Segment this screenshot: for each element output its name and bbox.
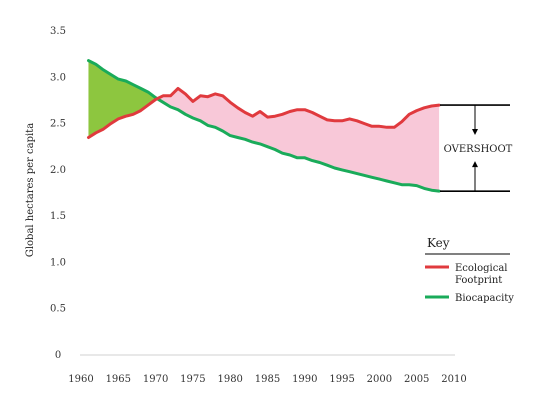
y-tick-label: 3.0	[50, 72, 66, 83]
y-tick-label: 0	[55, 350, 61, 361]
series-lines	[87, 59, 441, 193]
x-tick-label: 1985	[255, 374, 280, 385]
ecological-footprint-line	[87, 86, 441, 139]
x-tick-label: 1975	[180, 374, 205, 385]
x-tick-label: 1980	[217, 374, 242, 385]
x-tick-label: 1995	[329, 374, 354, 385]
y-tick-label: 1.0	[50, 257, 66, 268]
y-axis-label: Global hectares per capita	[25, 123, 36, 257]
x-tick-label: 1960	[68, 374, 93, 385]
y-tick-label: 3.5	[50, 26, 66, 37]
y-tick-label: 2.5	[50, 119, 66, 130]
legend-label-line-2: Footprint	[455, 275, 502, 286]
x-tick-label: 1965	[106, 374, 131, 385]
y-tick-label: 1.5	[50, 211, 66, 222]
x-tick-label: 2010	[441, 374, 466, 385]
biocapacity-line	[87, 59, 441, 193]
y-tick-label: 2.0	[50, 165, 66, 176]
x-tick-label: 2005	[404, 374, 429, 385]
overshoot-arrowhead-up	[472, 161, 478, 168]
legend: Key Ecological Footprint Biocapacity	[425, 236, 514, 304]
x-tick-label: 1970	[143, 374, 168, 385]
legend-label-biocapacity: Biocapacity	[455, 293, 514, 304]
tick-labels: 1960 1965 1970 1975 1980 1985 1990 1995 2000 2005…	[50, 26, 467, 385]
overshoot-annotation: OVERSHOOT	[440, 104, 513, 192]
legend-label-line-1: Ecological	[455, 263, 508, 274]
x-tick-label: 2000	[367, 374, 392, 385]
reserve-area	[88, 60, 158, 138]
overshoot-arrowhead-down	[472, 129, 478, 136]
x-tick-label: 1990	[292, 374, 317, 385]
overshoot-label: OVERSHOOT	[444, 144, 513, 155]
legend-title: Key	[427, 236, 450, 250]
overshoot-area	[157, 88, 440, 192]
y-tick-label: 0.5	[50, 304, 66, 315]
legend-label-ecological-footprint: Ecological Footprint	[455, 263, 511, 286]
area-fills	[88, 60, 440, 192]
